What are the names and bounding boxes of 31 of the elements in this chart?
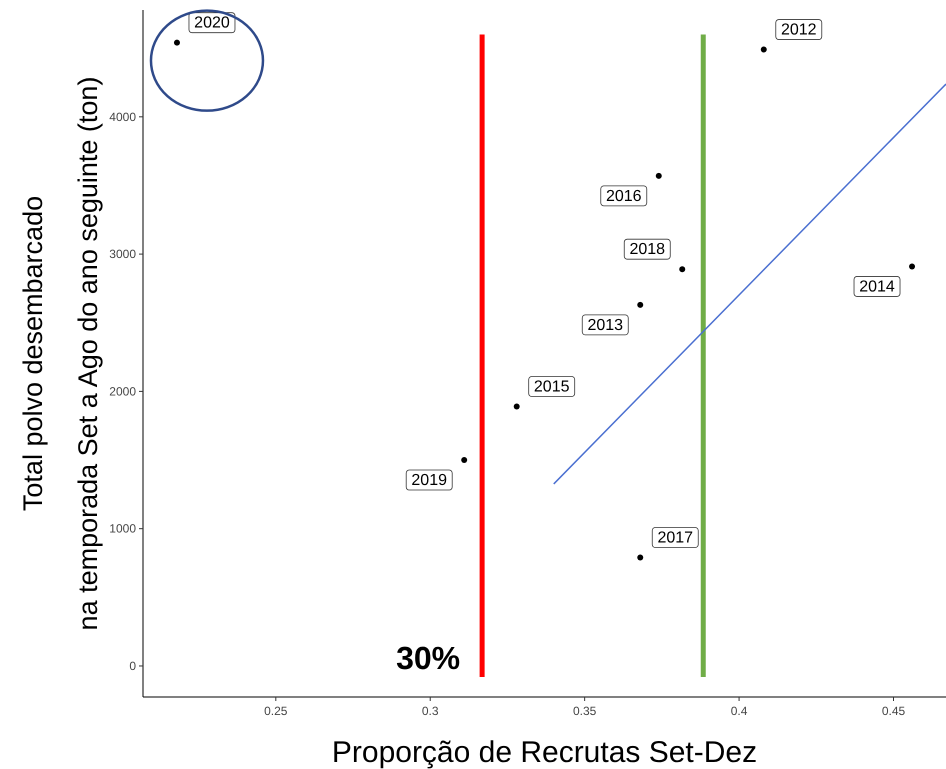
annotation: 2018 — [629, 241, 666, 258]
annotation: 2012 — [780, 22, 817, 39]
point — [637, 554, 644, 561]
y-tick-label: 3000 — [109, 247, 136, 262]
y-axis-title: Total polvo desembarcado na temporada Set a Ago do ano seguinte (ton) — [18, 76, 103, 630]
annotation: 2017 — [657, 530, 694, 547]
y-tick-label: 4000 — [109, 110, 136, 124]
y-tick-label: 2000 — [109, 384, 136, 398]
y-tick-label: 1000 — [109, 522, 136, 536]
x-tick-label: 0.4 — [730, 704, 748, 718]
annotation: 2020 — [194, 14, 230, 32]
annotation: 2015 — [534, 378, 570, 396]
x-tick-label: 0.45 — [882, 704, 906, 718]
point — [174, 40, 180, 46]
point — [909, 263, 916, 270]
x-axis-title: Proporção de Recrutas Set-Dez — [332, 736, 758, 769]
y-tick-label: 0 — [129, 658, 136, 673]
point — [760, 46, 767, 53]
annotation: 30% — [396, 640, 460, 676]
x-tick-label: 0.3 — [422, 704, 439, 718]
point — [679, 266, 686, 272]
x-tick-label: 0.35 — [572, 704, 597, 718]
annotation: 2019 — [411, 472, 448, 490]
point — [656, 172, 662, 179]
annotation: 2014 — [859, 278, 895, 296]
annotation: 2016 — [606, 188, 642, 205]
annotation: 2013 — [587, 316, 624, 334]
point — [637, 302, 644, 308]
x-tick-label: 0.25 — [264, 704, 288, 718]
point — [461, 457, 468, 464]
point — [514, 403, 520, 410]
